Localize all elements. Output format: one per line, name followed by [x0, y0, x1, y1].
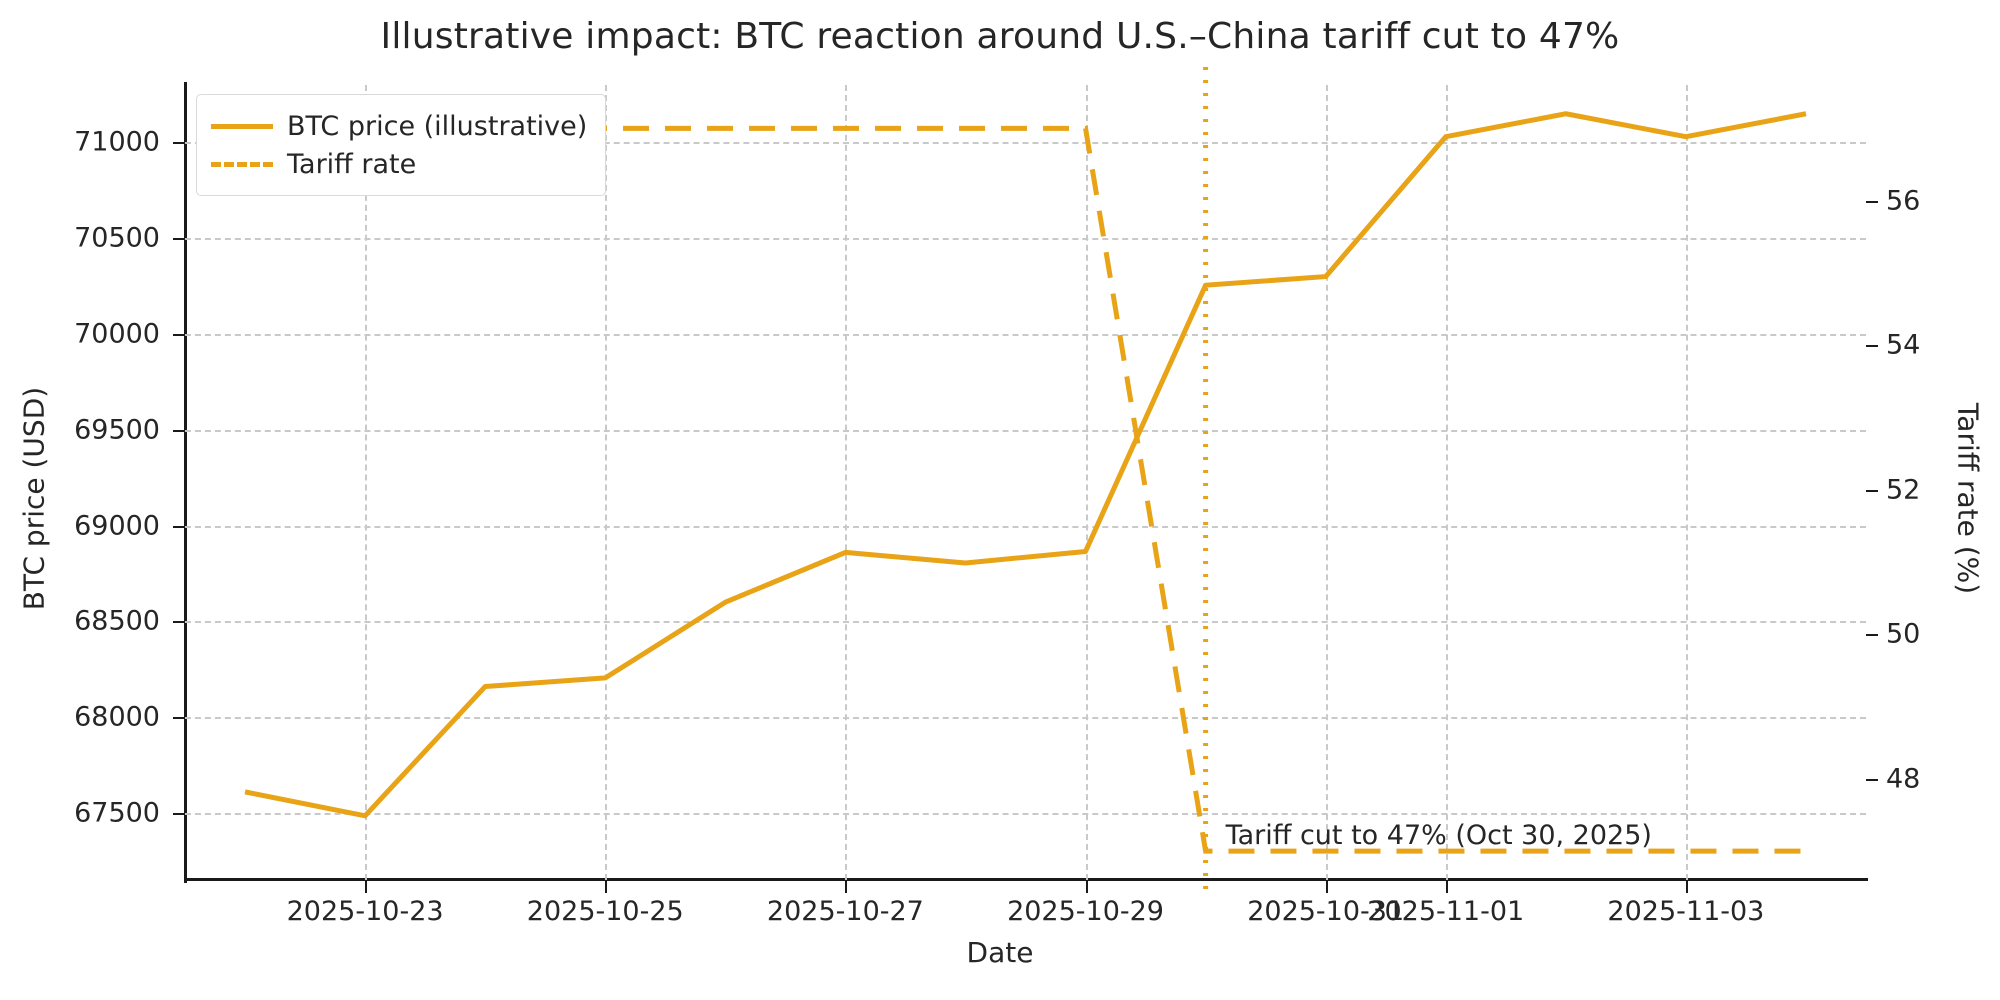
x-axis-title: Date [966, 936, 1034, 969]
y-axis-right-tick-label: 56 [1886, 185, 1921, 217]
left-axis-spine [184, 82, 187, 883]
tariff-rate-line [245, 125, 1806, 854]
y-axis-left-tick [173, 812, 185, 815]
y-axis-left-tick [173, 238, 185, 241]
y-axis-left-tick-label: 70000 [74, 318, 160, 350]
y-axis-left-tick [173, 429, 185, 432]
legend-item-btc-price[interactable]: BTC price (illustrative) [211, 107, 587, 145]
legend-item-tariff-rate[interactable]: Tariff rate [211, 145, 587, 183]
y-axis-right-tick [1866, 200, 1878, 203]
y-axis-left-tick-label: 70500 [74, 222, 160, 254]
bottom-axis-spine [184, 878, 1868, 881]
x-axis-tick [365, 881, 368, 893]
y-axis-right-tick [1866, 778, 1878, 781]
x-axis-tick [605, 881, 608, 893]
y-axis-right-tick [1866, 345, 1878, 348]
y-axis-right-title: Tariff rate (%) [1951, 402, 1985, 595]
x-axis-tick [1685, 881, 1688, 893]
annotation-tariff-cut: Tariff cut to 47% (Oct 30, 2025) [1225, 820, 1652, 852]
legend-label-tariff-rate: Tariff rate [287, 148, 417, 180]
y-axis-left-title: BTC price (USD) [17, 386, 51, 611]
y-axis-right-tick-label: 52 [1886, 474, 1921, 506]
y-axis-left-tick-label: 71000 [74, 126, 160, 158]
y-axis-left-tick-label: 69000 [74, 510, 160, 542]
y-axis-left-tick [173, 717, 185, 720]
x-axis-tick [1445, 881, 1448, 893]
y-axis-left-tick-label: 68000 [74, 701, 160, 733]
legend-label-btc-price: BTC price (illustrative) [287, 110, 588, 142]
y-axis-left-tick-label: 68500 [74, 605, 160, 637]
y-axis-right-tick [1866, 634, 1878, 637]
chart-legend[interactable]: BTC price (illustrative) Tariff rate [196, 94, 607, 196]
y-axis-left-tick [173, 621, 185, 624]
chart-title: Illustrative impact: BTC reaction around… [380, 16, 1620, 57]
btc-price-line [244, 111, 1807, 819]
y-axis-right-tick [1866, 489, 1878, 492]
x-axis-tick-label: 2025-10-25 [526, 896, 684, 927]
y-axis-right-tick-label: 50 [1886, 618, 1921, 650]
y-axis-left-tick [173, 525, 185, 528]
x-axis-tick [845, 881, 848, 893]
y-axis-left-tick-label: 67500 [74, 797, 160, 829]
x-axis-tick-label: 2025-10-29 [1007, 896, 1164, 927]
y-axis-left-tick [173, 142, 185, 145]
x-axis-tick-label: 2025-10-23 [286, 896, 444, 927]
y-axis-left-tick-label: 69500 [74, 414, 160, 446]
y-axis-left-tick [173, 334, 185, 337]
x-axis-tick-label: 2025-11-01 [1367, 896, 1525, 927]
legend-swatch-solid-line-icon [211, 123, 273, 129]
y-axis-right-tick-label: 54 [1886, 329, 1921, 361]
x-axis-tick [1085, 881, 1088, 893]
x-axis-tick [1325, 881, 1328, 893]
x-axis-tick-label: 2025-10-31 [1247, 896, 1405, 927]
y-axis-right-tick-label: 48 [1886, 763, 1921, 795]
legend-swatch-dashed-line-icon [211, 161, 273, 167]
x-axis-tick-label: 2025-11-03 [1607, 896, 1765, 927]
x-axis-tick-label: 2025-10-27 [766, 896, 924, 927]
